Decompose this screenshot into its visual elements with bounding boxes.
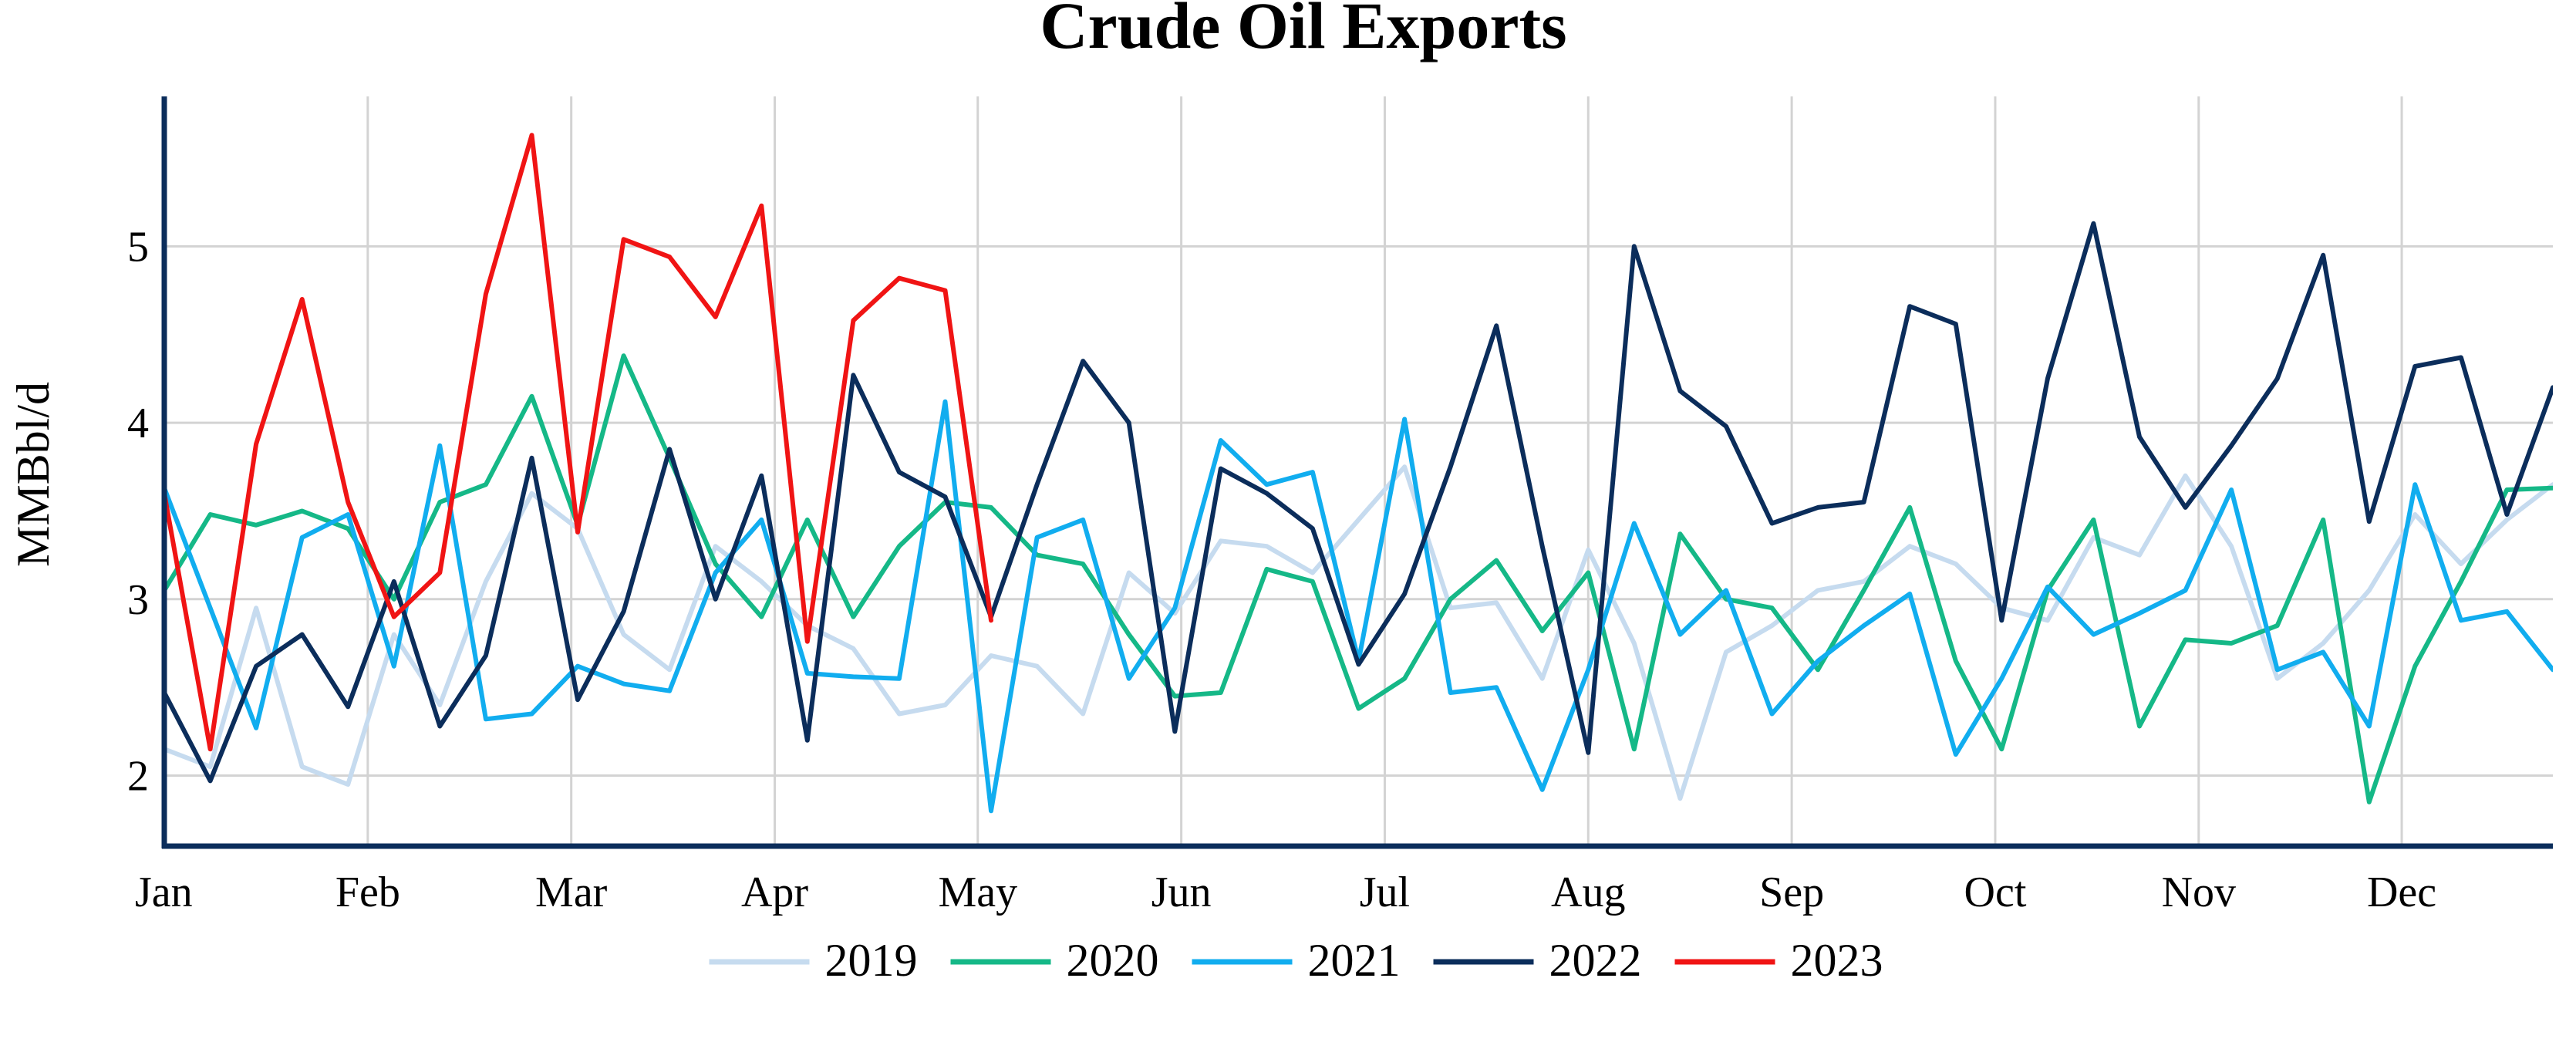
x-tick-labels: Jan Feb Mar Apr May Jun Jul Aug Sep Oct Nov Dec — [135, 869, 2436, 916]
legend: 2019 2020 2021 2022 2023 — [709, 935, 1883, 986]
series-line-2019 — [164, 464, 2553, 801]
legend-label: 2020 — [1067, 935, 1159, 986]
x-tick-label: Jul — [1360, 869, 1410, 916]
legend-label: 2021 — [1308, 935, 1401, 986]
y-tick-label: 4 — [127, 400, 149, 447]
chart-title: Crude Oil Exports — [1040, 0, 1566, 62]
x-tick-label: Mar — [535, 869, 608, 916]
legend-item-2022: 2022 — [1433, 935, 1642, 986]
series-lines — [164, 133, 2553, 814]
x-tick-label: Feb — [335, 869, 400, 916]
x-tick-label: Sep — [1759, 869, 1824, 916]
legend-label: 2023 — [1791, 935, 1883, 986]
x-tick-label: Aug — [1551, 869, 1625, 916]
x-tick-label: Nov — [2162, 869, 2236, 916]
legend-item-2021: 2021 — [1192, 935, 1401, 986]
series-line-2023 — [164, 133, 993, 752]
y-tick-labels: 2 3 4 5 — [127, 223, 149, 800]
legend-label: 2019 — [825, 935, 918, 986]
legend-item-2019: 2019 — [709, 935, 918, 986]
y-tick-label: 3 — [127, 576, 149, 624]
series-line-2022 — [164, 221, 2553, 784]
x-tick-label: Oct — [1964, 869, 2027, 916]
x-tick-label: May — [938, 869, 1017, 916]
axes — [161, 96, 2553, 849]
series-line-2020 — [164, 353, 2553, 804]
x-tick-label: Apr — [741, 869, 808, 916]
x-tick-label: Jan — [135, 869, 193, 916]
x-tick-label: Dec — [2367, 869, 2436, 916]
y-axis-label: MMBbl/d — [8, 382, 59, 567]
legend-item-2023: 2023 — [1674, 935, 1883, 986]
y-tick-label: 5 — [127, 223, 149, 271]
y-tick-label: 2 — [127, 753, 149, 801]
legend-label: 2022 — [1549, 935, 1642, 986]
x-tick-label: Jun — [1151, 869, 1212, 916]
legend-item-2020: 2020 — [950, 935, 1159, 986]
series-line-2021 — [164, 399, 2553, 814]
grid-lines — [164, 96, 2553, 846]
